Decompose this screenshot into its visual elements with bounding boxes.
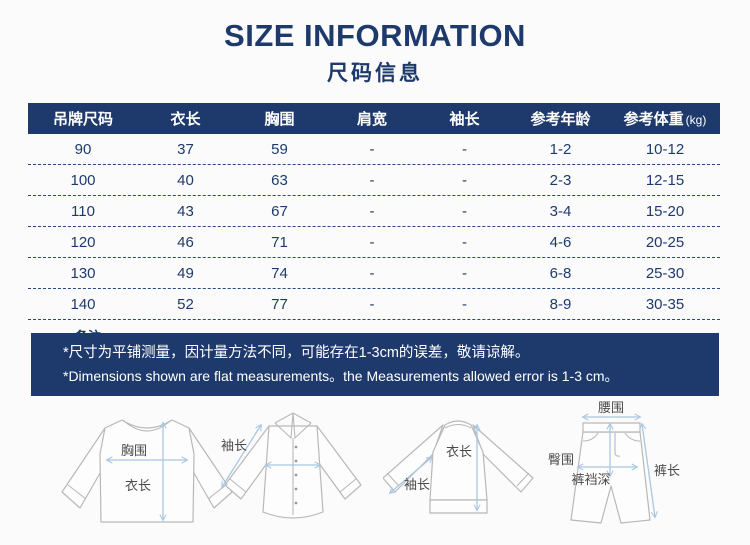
tee-length-label: 衣长: [125, 478, 151, 493]
raglan-hem-band: [429, 499, 488, 514]
cell-age: 3-4: [549, 202, 572, 220]
raglan-length-label: 衣长: [446, 444, 472, 459]
cell-sleeve: -: [462, 202, 467, 220]
shirt-sleeve-label: 袖长: [221, 438, 247, 453]
measurement-diagrams: 胸围 衣长 袖长: [0, 396, 750, 545]
size-table: 吊牌尺码 衣长 胸围 肩宽 袖长 参考年龄 参考体重 (kg) 90 37 59 …: [28, 103, 720, 320]
pants-hip-label: 臀围: [548, 452, 574, 467]
pants-waist-label: 腰围: [598, 400, 624, 415]
cell-weight: 15-20: [645, 202, 685, 220]
note-line-cn: *尺寸为平铺测量，因计量方法不同，可能存在1-3cm的误差，敬请谅解。: [63, 345, 530, 361]
pants-rise-label: 裤裆深: [571, 472, 610, 487]
cell-chest: 59: [271, 140, 288, 158]
header-weight-unit: (kg): [685, 113, 707, 127]
cell-shoulder: -: [369, 295, 375, 313]
shirt-diagram: 袖长: [221, 412, 362, 519]
cell-shoulder: -: [369, 202, 375, 220]
cell-chest: 63: [271, 171, 288, 189]
cell-length: 43: [177, 202, 194, 220]
header-cell-chest: 胸围: [264, 111, 295, 128]
cell-length: 49: [177, 264, 194, 282]
cell-age: 2-3: [549, 171, 572, 189]
cell-length: 37: [177, 140, 194, 158]
raglan-sleeve-arrow: [388, 455, 434, 495]
table-row: 140 52 77 - - 8-9 30-35: [28, 289, 720, 320]
cell-sleeve: -: [462, 171, 467, 189]
cell-length: 52: [177, 295, 194, 313]
cell-length: 40: [177, 171, 194, 189]
note-box: *尺寸为平铺测量，因计量方法不同，可能存在1-3cm的误差，敬请谅解。 *Dim…: [31, 333, 719, 396]
pants-diagram: 腰围 臀围 裤裆深 裤长: [548, 400, 680, 524]
raglan-sleeve-label: 袖长: [404, 477, 430, 492]
cell-chest: 74: [271, 264, 288, 282]
cell-shoulder: -: [369, 233, 375, 251]
page-subtitle: 尺码信息: [327, 62, 423, 85]
note-line-en: *Dimensions shown are flat measurements。…: [63, 368, 619, 384]
cell-weight: 25-30: [645, 264, 685, 282]
pants-length-arrow: [639, 422, 658, 519]
header-cell-size: 吊牌尺码: [52, 111, 113, 128]
table-row: 110 43 67 - - 3-4 15-20: [28, 196, 720, 227]
header-cell-length: 衣长: [170, 111, 201, 128]
table-row: 120 46 71 - - 4-6 20-25: [28, 227, 720, 258]
cell-size: 110: [71, 202, 95, 220]
cell-weight: 20-25: [645, 233, 685, 251]
cell-size: 100: [70, 171, 96, 189]
table-row: 130 49 74 - - 6-8 25-30: [28, 258, 720, 289]
cell-length: 46: [177, 233, 194, 251]
shirt-sleeve-arrow: [221, 423, 262, 489]
cell-shoulder: -: [369, 140, 375, 158]
header-cell-shoulder: 肩宽: [356, 111, 387, 128]
raglan-diagram: 衣长 袖长: [383, 420, 534, 514]
cell-age: 4-6: [549, 233, 572, 251]
cell-size: 130: [70, 264, 96, 282]
cell-sleeve: -: [462, 264, 467, 282]
cell-sleeve: -: [462, 233, 467, 251]
tee-diagram: 胸围 衣长: [61, 419, 233, 523]
pants-length-label: 裤长: [654, 463, 680, 478]
cell-shoulder: -: [369, 264, 375, 282]
cell-size: 140: [70, 295, 96, 313]
pants-waistband: [582, 422, 641, 433]
cell-chest: 67: [271, 202, 288, 220]
header-weight-label: 参考体重: [623, 111, 684, 128]
cell-shoulder: -: [369, 171, 375, 189]
cell-size: 120: [70, 233, 96, 251]
tee-chest-label: 胸围: [121, 443, 147, 458]
table-row: 100 40 63 - - 2-3 12-15: [28, 165, 720, 196]
cell-age: 8-9: [549, 295, 572, 313]
cell-chest: 77: [271, 295, 288, 313]
header-cell-weight: 参考体重 (kg): [610, 108, 720, 129]
header-cell-age: 参考年龄: [530, 111, 591, 128]
cell-size: 90: [74, 140, 92, 158]
cell-weight: 30-35: [645, 295, 685, 313]
cell-chest: 71: [271, 233, 288, 251]
cell-age: 1-2: [549, 140, 572, 158]
cell-sleeve: -: [462, 140, 467, 158]
table-header-row: 吊牌尺码 衣长 胸围 肩宽 袖长 参考年龄 参考体重 (kg): [28, 103, 720, 134]
cell-sleeve: -: [462, 295, 467, 313]
cell-age: 6-8: [549, 264, 572, 282]
table-row: 90 37 59 - - 1-2 10-12: [28, 134, 720, 165]
page-title: SIZE INFORMATION: [224, 18, 526, 53]
cell-weight: 12-15: [645, 171, 685, 189]
tee-body: [99, 419, 195, 523]
cell-weight: 10-12: [645, 140, 685, 158]
header-cell-sleeve: 袖长: [449, 111, 480, 128]
